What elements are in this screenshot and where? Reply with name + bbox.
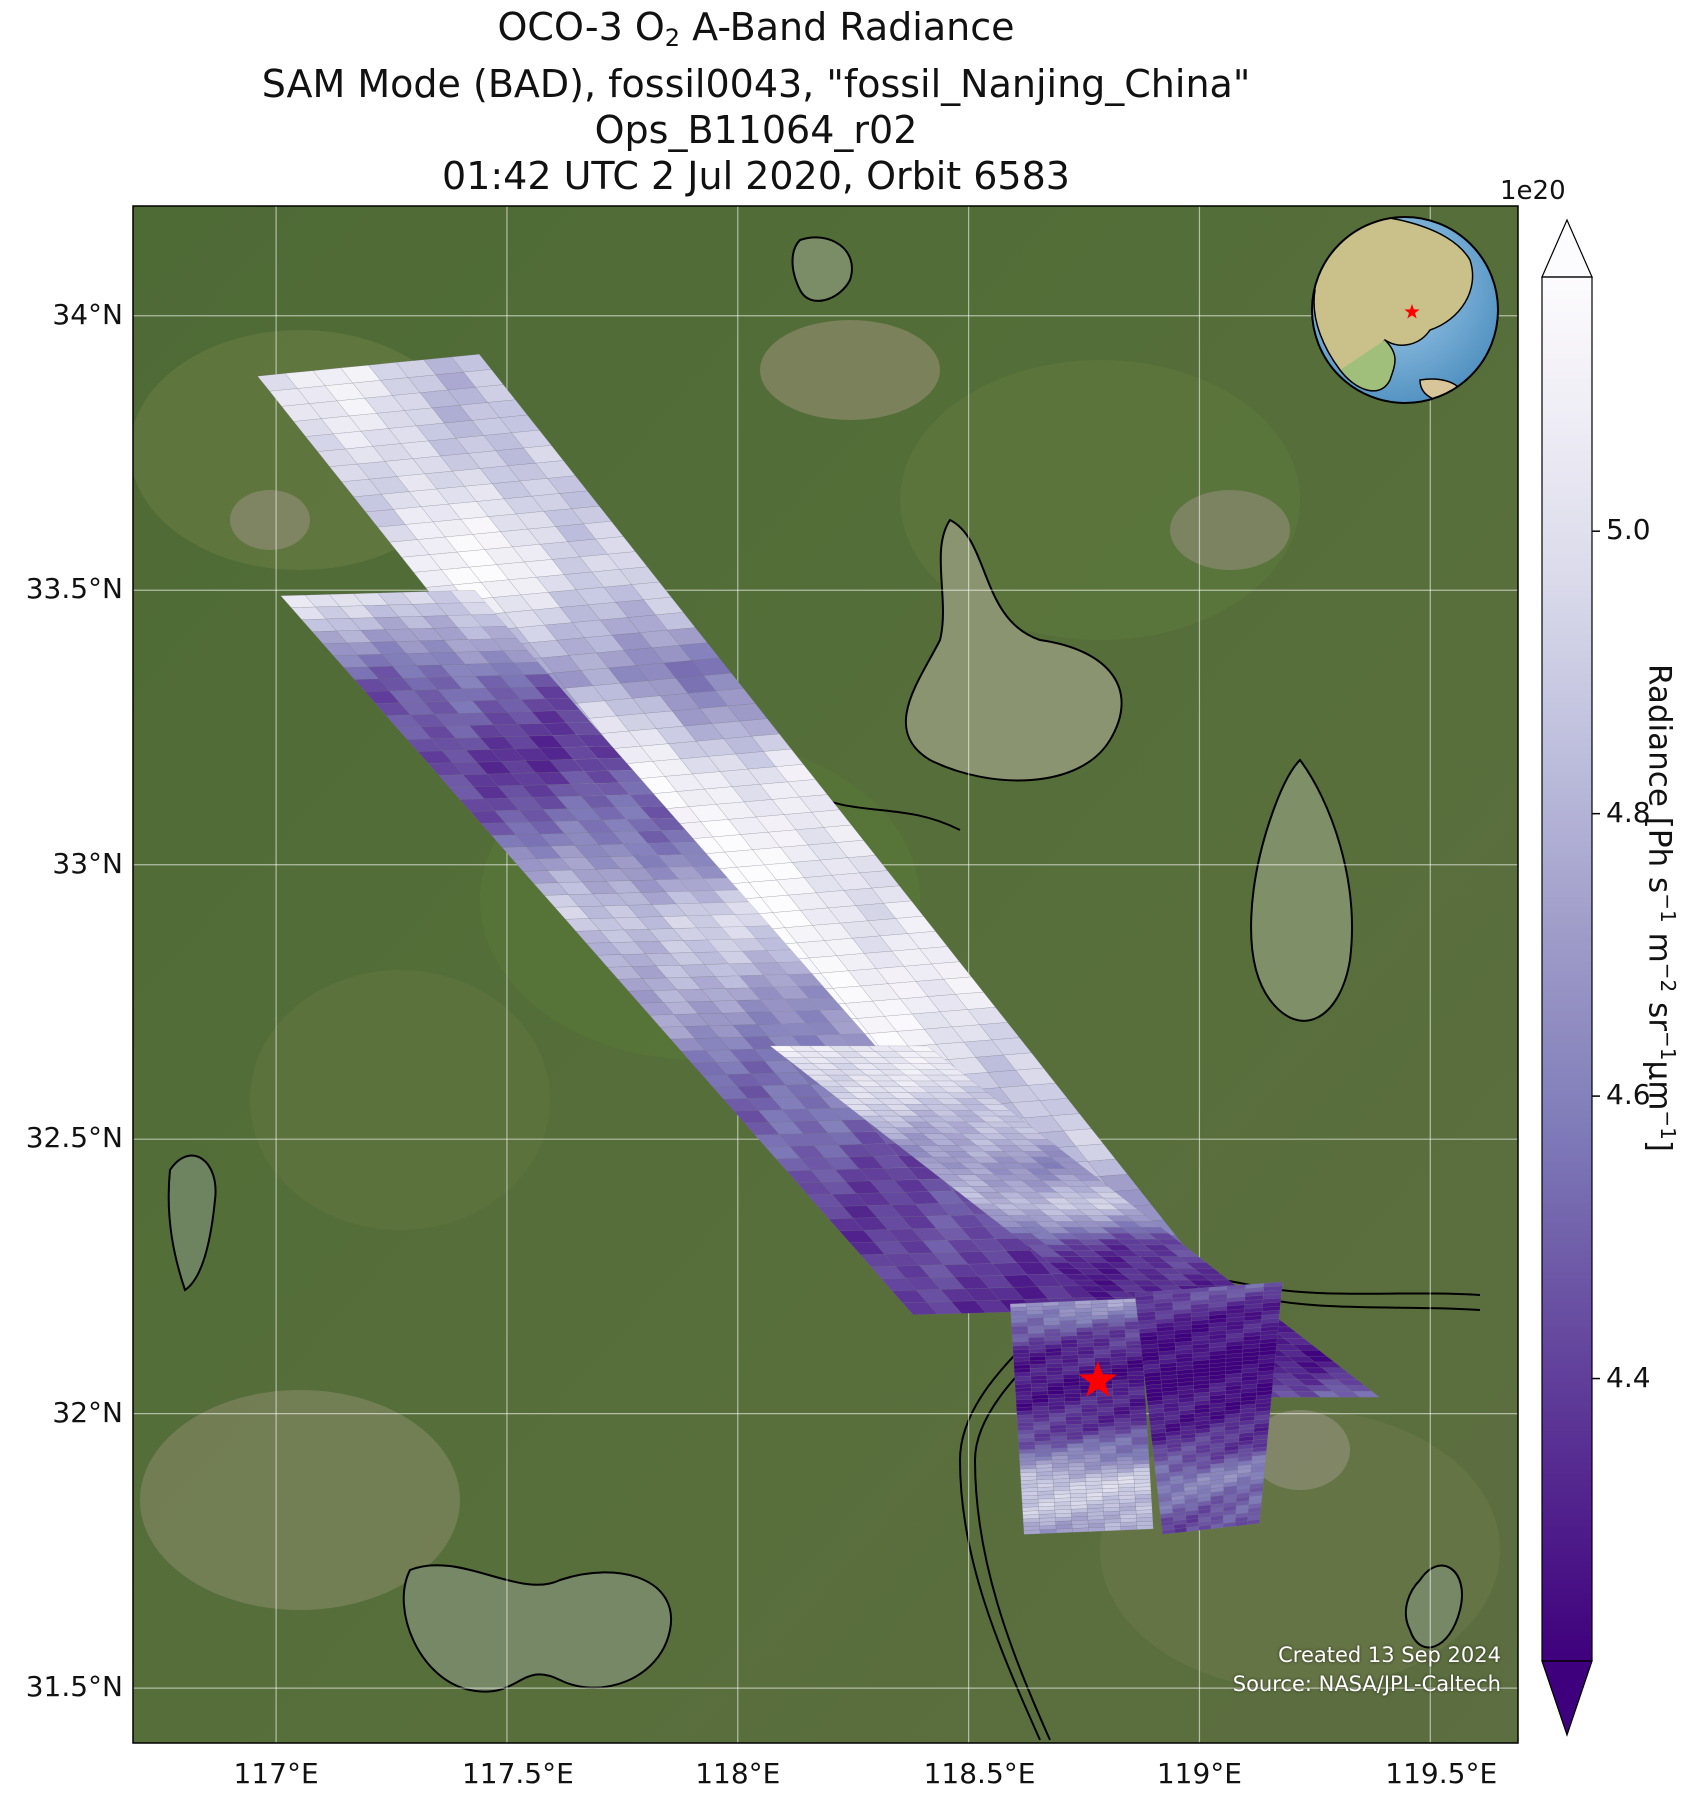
water-bodies: [167, 236, 1463, 1693]
footprint-cell: [1351, 1391, 1381, 1398]
lat-tick-label: 33.5°N: [25, 572, 123, 606]
swath: [257, 353, 1200, 1283]
footprint-cell: [1120, 1525, 1138, 1531]
colorbar-extend-min: [1541, 1660, 1593, 1737]
lat-tick-label: 32°N: [52, 1395, 123, 1429]
radiance-swaths: [257, 353, 1381, 1535]
source-credit: Source: NASA/JPL-Caltech: [1232, 1672, 1501, 1696]
colorbar-gradient: [1542, 277, 1592, 1661]
footprint-cell: [1088, 1526, 1106, 1532]
swath: [1009, 1298, 1154, 1535]
footprint-cell: [1023, 1529, 1041, 1535]
globe-land: [1312, 217, 1474, 403]
footprint-cell: [1104, 1526, 1122, 1532]
colorbar-label: Radiance [Ph s−1 m−2 sr−1μm−1]: [1641, 664, 1680, 1152]
target-star: [1078, 1360, 1117, 1397]
water-body: [904, 518, 1123, 782]
water-body: [1404, 1564, 1463, 1649]
water-body: [402, 1564, 673, 1693]
chart-title: OCO-3 O2 A-Band Radiance SAM Mode (BAD),…: [0, 4, 1512, 199]
lon-tick-label: 118.5°E: [923, 1757, 1036, 1790]
colorbar-ticks: [1592, 530, 1600, 1380]
water-body: [167, 1154, 217, 1292]
title-line-1: OCO-3 O2 A-Band Radiance: [497, 5, 1015, 52]
colorbar-frame: [1541, 276, 1593, 1662]
swath: [280, 590, 1108, 1316]
lon-tick-label: 117°E: [233, 1757, 319, 1790]
created-credit: Created 13 Sep 2024: [1278, 1643, 1501, 1667]
inset-globe: [1311, 216, 1499, 404]
lon-tick-label: 118°E: [695, 1757, 781, 1790]
colorbar-extend-max: [1541, 218, 1593, 278]
lat-tick-label: 31.5°N: [25, 1670, 123, 1704]
footprint-cell: [1072, 1527, 1089, 1533]
title-line-3: Ops_B11064_r02: [594, 108, 918, 152]
colorbar-tick-label: 4.6: [1606, 1078, 1651, 1112]
plot-frame: [132, 205, 1519, 1744]
colorbar-exponent: 1e20: [1500, 176, 1566, 206]
globe-outline: [1311, 216, 1499, 404]
colorbar-tick-label: 5.0: [1606, 513, 1651, 547]
footprint-cell: [1055, 1528, 1073, 1534]
colorbar-tick-label: 4.4: [1606, 1360, 1651, 1394]
swath: [1134, 1281, 1283, 1535]
title-line-4: 01:42 UTC 2 Jul 2020, Orbit 6583: [442, 154, 1070, 198]
footprint-cell: [1136, 1524, 1154, 1530]
colorbar: [1541, 218, 1600, 1737]
lat-tick-label: 33°N: [52, 846, 123, 880]
colorbar-tick-label: 4.8: [1606, 795, 1651, 829]
lat-tick-label: 34°N: [52, 297, 123, 331]
footprint-cell: [1039, 1528, 1057, 1534]
title-line-2: SAM Mode (BAD), fossil0043, "fossil_Nanj…: [261, 62, 1251, 106]
footprint-cell: [1247, 1519, 1261, 1526]
globe-target-star: [1404, 304, 1420, 319]
lon-tick-label: 117.5°E: [461, 1757, 574, 1790]
lon-tick-label: 119°E: [1156, 1757, 1242, 1790]
lon-tick-label: 119.5°E: [1385, 1757, 1498, 1790]
lat-tick-label: 32.5°N: [25, 1121, 123, 1155]
water-body: [791, 236, 853, 302]
